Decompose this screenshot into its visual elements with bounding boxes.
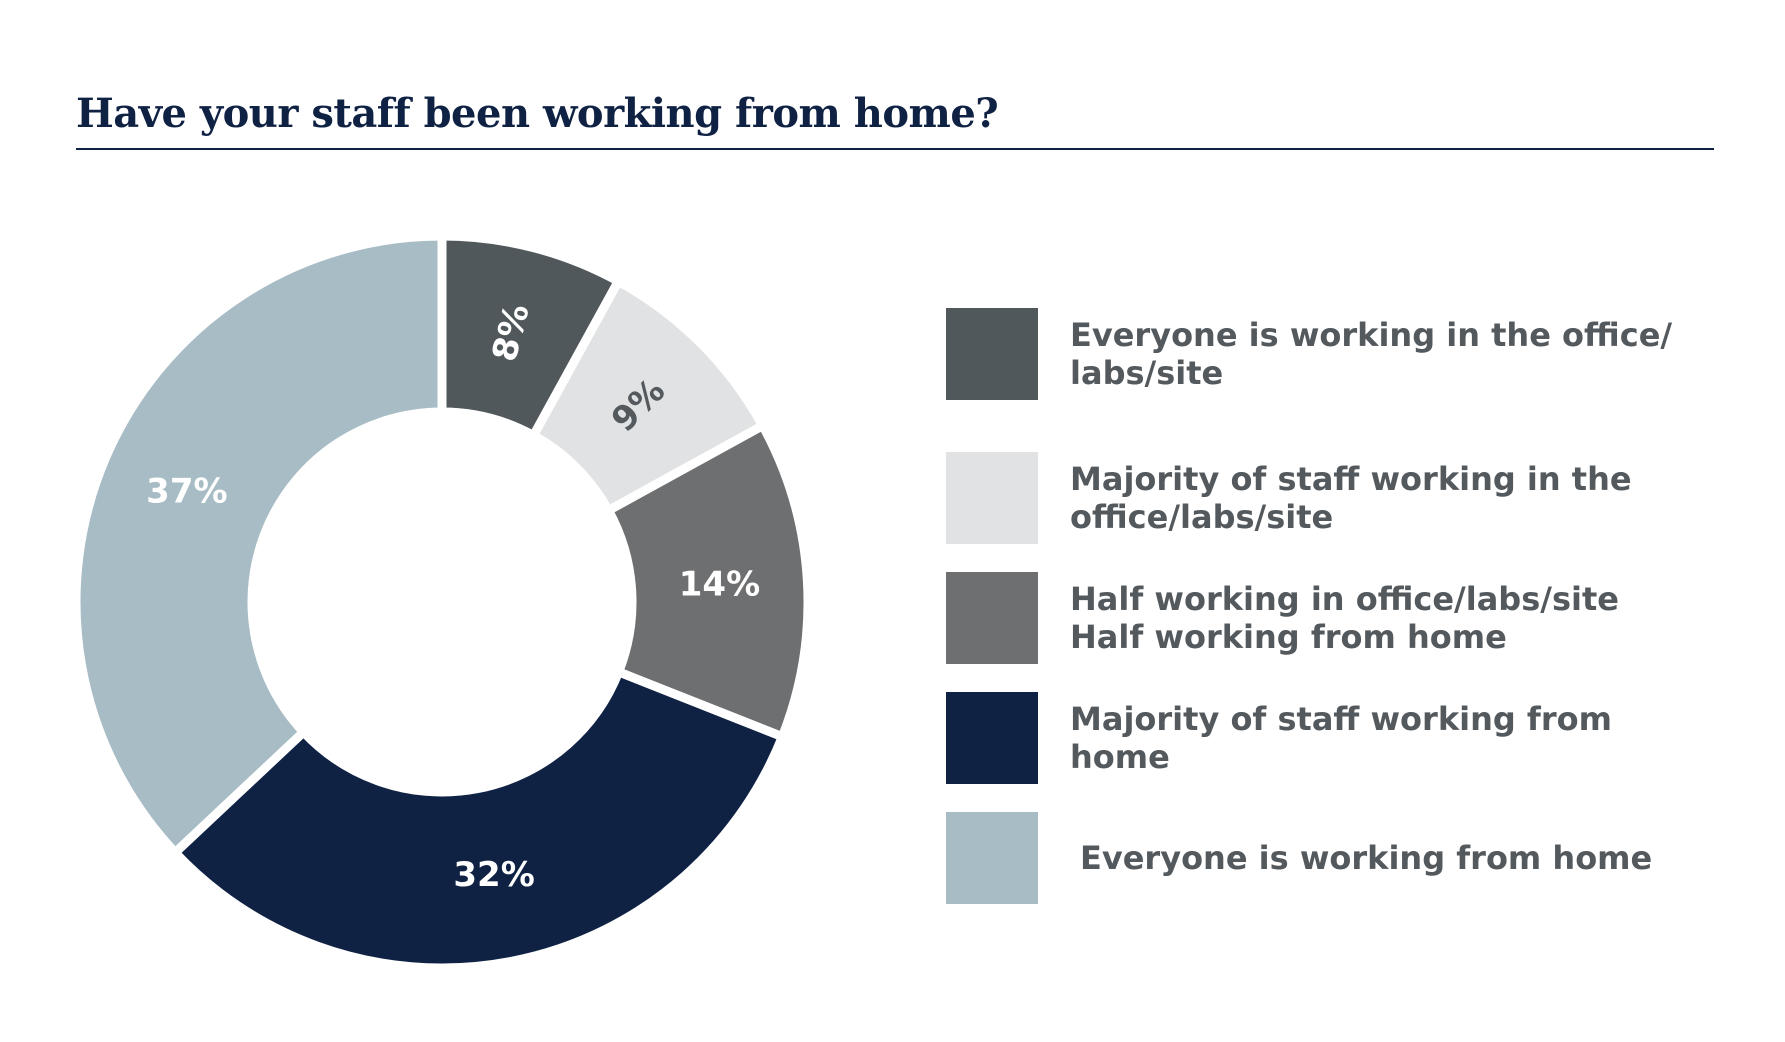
legend-swatch	[946, 452, 1038, 544]
title-divider	[76, 148, 1714, 150]
donut-slice	[168, 666, 789, 973]
legend-label: Half working in office/labs/site Half wo…	[1070, 580, 1619, 656]
legend-label: Majority of staff working from home	[1070, 700, 1612, 776]
legend-item: Half working in office/labs/site Half wo…	[946, 572, 1726, 664]
donut-slice	[602, 419, 813, 743]
legend-label: Everyone is working from home	[1080, 839, 1653, 877]
legend-label: Majority of staff working in the office/…	[1070, 460, 1632, 536]
donut-slice	[71, 231, 447, 859]
legend-item: Majority of staff working in the office/…	[946, 452, 1726, 544]
slice-label: 14%	[679, 565, 760, 605]
legend-swatch	[946, 692, 1038, 784]
legend-swatch	[946, 572, 1038, 664]
legend-item: Everyone is working from home	[946, 812, 1726, 904]
legend-label: Everyone is working in the office/ labs/…	[1070, 316, 1673, 392]
legend-swatch	[946, 308, 1038, 400]
legend-item: Everyone is working in the office/ labs/…	[946, 308, 1726, 400]
legend-item: Majority of staff working from home	[946, 692, 1726, 784]
donut-chart: 8%9%14%32%37%	[71, 231, 813, 973]
slice-label: 32%	[453, 855, 534, 895]
slice-label: 37%	[146, 472, 227, 512]
chart-title: Have your staff been working from home?	[76, 90, 999, 137]
legend-swatch	[946, 812, 1038, 904]
